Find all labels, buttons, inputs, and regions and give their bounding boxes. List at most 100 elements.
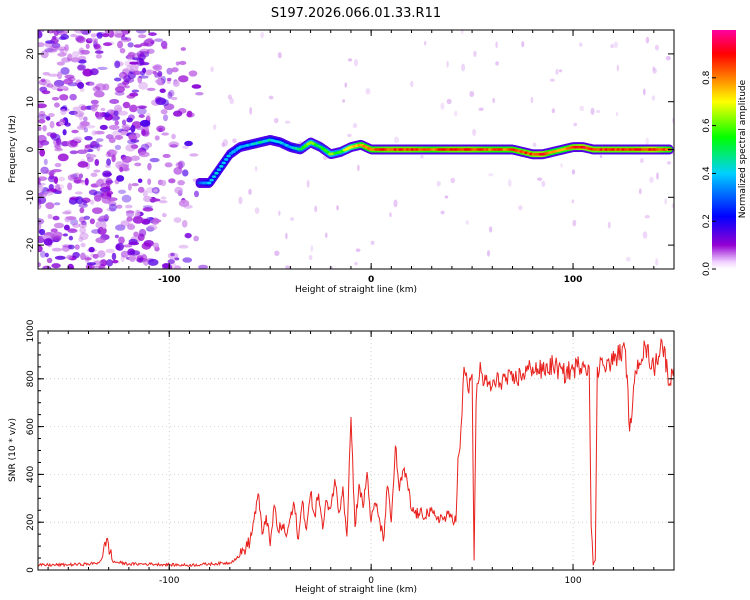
noise-speckle <box>60 109 67 116</box>
noise-speckle <box>654 44 659 51</box>
noise-speckle <box>38 262 41 268</box>
noise-speckle <box>54 102 60 108</box>
noise-speckle <box>183 204 193 209</box>
noise-speckle <box>49 45 59 51</box>
noise-speckle <box>274 250 280 256</box>
snr-ylabel: SNR (10 * v/v) <box>8 418 18 482</box>
noise-speckle <box>249 106 252 115</box>
noise-speckle <box>50 84 62 90</box>
noise-speckle <box>610 44 614 49</box>
noise-speckle <box>143 257 149 266</box>
noise-speckle <box>62 51 68 56</box>
noise-speckle <box>51 96 60 101</box>
noise-speckle <box>67 140 76 144</box>
noise-speckle <box>53 48 58 53</box>
noise-speckle <box>118 71 128 79</box>
noise-speckle <box>248 188 252 195</box>
noise-speckle <box>109 98 120 104</box>
noise-speckle <box>488 173 494 177</box>
noise-speckle <box>177 180 185 186</box>
noise-speckle <box>573 122 578 127</box>
noise-speckle <box>64 122 71 127</box>
noise-speckle <box>38 192 47 198</box>
noise-speckle <box>39 250 46 258</box>
noise-speckle <box>127 51 136 58</box>
noise-speckle <box>60 67 70 75</box>
y-tick-label: -10 <box>26 190 36 205</box>
noise-speckle <box>446 60 449 68</box>
noise-speckle <box>92 253 99 259</box>
noise-speckle <box>147 178 152 185</box>
noise-speckle <box>100 215 110 220</box>
noise-speckle <box>51 169 62 173</box>
noise-speckle <box>101 195 112 204</box>
noise-speckle <box>465 220 469 225</box>
noise-speckle <box>77 59 87 64</box>
noise-speckle <box>268 95 274 100</box>
noise-speckle <box>141 242 152 250</box>
y-tick-label: 0 <box>26 567 36 573</box>
ridge-core <box>223 158 229 161</box>
noise-speckle <box>308 255 313 261</box>
noise-speckle <box>625 256 631 262</box>
noise-speckle <box>170 96 178 101</box>
noise-speckle <box>38 110 46 117</box>
noise-speckle <box>352 123 358 129</box>
noise-speckle <box>42 72 51 76</box>
noise-speckle <box>121 119 127 126</box>
noise-speckle <box>518 205 523 211</box>
noise-speckle <box>92 104 100 108</box>
y-tick-label: 10 <box>26 96 36 108</box>
noise-speckle <box>70 142 79 148</box>
noise-speckle <box>146 48 155 54</box>
noise-speckle <box>83 215 91 220</box>
noise-speckle <box>423 41 427 46</box>
noise-speckle <box>613 41 619 49</box>
noise-speckle <box>69 150 78 155</box>
noise-speckle <box>198 264 209 269</box>
noise-speckle <box>38 113 48 120</box>
noise-speckle <box>74 191 83 195</box>
noise-speckle <box>171 133 176 140</box>
colorbar-tick-label: 0.0 <box>702 262 712 277</box>
noise-speckle <box>62 129 67 136</box>
noise-speckle <box>92 259 102 268</box>
noise-speckle <box>125 210 135 214</box>
noise-speckle <box>142 190 148 198</box>
colorbar-tick-label: 0.6 <box>702 118 712 133</box>
noise-speckle <box>94 130 105 135</box>
noise-speckle <box>162 263 173 269</box>
noise-speckle <box>75 35 84 42</box>
noise-speckle <box>59 121 65 126</box>
noise-speckle <box>167 252 179 260</box>
noise-speckle <box>53 202 61 206</box>
noise-speckle <box>99 124 108 130</box>
noise-speckle <box>38 223 42 230</box>
noise-speckle <box>128 241 140 246</box>
noise-speckle <box>79 232 89 240</box>
noise-speckle <box>44 252 49 258</box>
noise-speckle <box>440 210 445 215</box>
noise-speckle <box>97 218 106 222</box>
noise-speckle <box>143 195 152 203</box>
noise-speckle <box>599 155 603 159</box>
noise-speckle <box>142 207 154 212</box>
noise-speckle <box>151 65 161 70</box>
noise-speckle <box>146 87 156 92</box>
ridge-core <box>221 161 226 165</box>
noise-speckle <box>111 259 119 264</box>
noise-speckle <box>88 189 98 196</box>
noise-speckle <box>342 99 346 103</box>
noise-speckle <box>85 154 97 158</box>
noise-speckle <box>62 211 72 215</box>
noise-speckle <box>87 37 99 42</box>
noise-speckle <box>130 144 139 149</box>
noise-speckle <box>306 179 310 188</box>
noise-speckle <box>446 98 452 105</box>
noise-speckle <box>142 205 153 209</box>
noise-speckle <box>74 30 85 34</box>
noise-speckle <box>119 166 124 173</box>
noise-speckle <box>113 110 119 117</box>
noise-speckle <box>551 108 556 114</box>
